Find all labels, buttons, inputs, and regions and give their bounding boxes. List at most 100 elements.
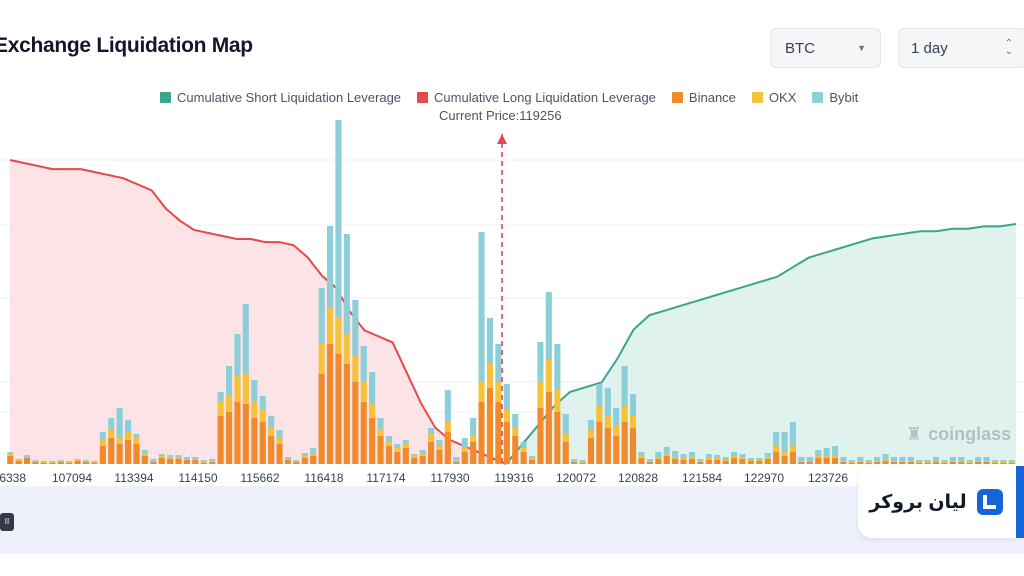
bar-binance: [82, 462, 89, 464]
bar-okx: [116, 438, 123, 444]
legend-item-long[interactable]: Cumulative Long Liquidation Leverage: [417, 90, 656, 105]
bar-binance: [991, 463, 998, 464]
bar-bybit: [453, 457, 460, 461]
bar-bybit: [192, 457, 199, 459]
bar-binance: [739, 459, 746, 464]
legend-item-binance[interactable]: Binance: [671, 90, 736, 105]
bar-binance: [789, 452, 796, 464]
zoom-handle[interactable]: II: [0, 513, 14, 531]
bar-binance: [192, 460, 199, 464]
bar-okx: [941, 462, 948, 463]
bar-bybit: [402, 440, 409, 444]
bar-okx: [916, 462, 923, 463]
bar-okx: [764, 457, 771, 459]
current-price-label: Current Price:119256: [439, 108, 562, 123]
bar-bybit: [781, 432, 788, 452]
bar-binance: [259, 422, 266, 464]
bar-binance: [596, 422, 603, 464]
bar-binance: [756, 461, 763, 464]
legend-label-binance: Binance: [688, 90, 736, 105]
bar-bybit: [604, 388, 611, 416]
bar-bybit: [773, 432, 780, 446]
bar-okx: [672, 457, 679, 459]
bar-binance: [486, 388, 493, 464]
bar-binance: [369, 418, 376, 464]
bar-bybit: [209, 459, 216, 461]
bar-okx: [428, 434, 435, 442]
bar-okx: [453, 461, 460, 462]
bar-bybit: [882, 454, 889, 460]
bar-binance: [773, 452, 780, 464]
bar-binance: [419, 456, 426, 464]
bar-binance: [284, 460, 291, 464]
legend-label-long: Cumulative Long Liquidation Leverage: [434, 90, 656, 105]
bar-okx: [167, 457, 174, 459]
long-liquidation-area: [10, 160, 506, 464]
bar-bybit: [150, 459, 157, 461]
bar-bybit: [486, 318, 493, 364]
bar-binance: [453, 462, 460, 464]
bar-okx: [74, 460, 81, 461]
bar-okx: [798, 461, 805, 462]
bar-binance: [764, 459, 771, 464]
bar-okx: [587, 430, 594, 438]
bar-binance: [705, 460, 712, 464]
bar-okx: [284, 459, 291, 460]
bar-binance: [587, 438, 594, 464]
bar-okx: [377, 430, 384, 436]
liquidation-chart[interactable]: 106338 107094 113394 114150 115662 116418 1171…: [0, 120, 1024, 490]
bar-binance: [470, 442, 477, 464]
bar-okx: [933, 461, 940, 462]
bar-binance: [857, 462, 864, 464]
bar-bybit: [545, 292, 552, 360]
bar-bybit: [310, 448, 317, 454]
bar-okx: [99, 440, 106, 446]
bar-bybit: [318, 288, 325, 344]
bar-bybit: [554, 344, 561, 390]
bar-okx: [1008, 462, 1015, 463]
zoom-scrollbar[interactable]: [0, 486, 1024, 554]
bar-okx: [731, 456, 738, 458]
bar-binance: [352, 382, 359, 464]
legend-label-okx: OKX: [768, 90, 797, 105]
bar-okx: [545, 360, 552, 392]
bar-okx: [183, 459, 190, 460]
bar-binance: [310, 456, 317, 464]
bar-bybit: [916, 460, 923, 462]
bar-okx: [579, 462, 586, 463]
bar-okx: [24, 457, 31, 458]
bar-okx: [958, 461, 965, 462]
period-select[interactable]: 1 day ⌃ ⌄: [898, 28, 1024, 68]
legend-item-bybit[interactable]: Bybit: [812, 90, 858, 105]
bar-bybit: [621, 366, 628, 406]
coin-select[interactable]: BTC ▼: [770, 28, 881, 68]
bar-binance: [874, 462, 881, 464]
legend-item-short[interactable]: Cumulative Short Liquidation Leverage: [160, 90, 401, 105]
bar-okx: [411, 456, 418, 458]
bar-okx: [360, 382, 367, 402]
bar-okx: [369, 404, 376, 418]
bar-okx: [436, 446, 443, 450]
bar-binance: [890, 462, 897, 464]
bar-binance: [747, 461, 754, 464]
bar-bybit: [377, 418, 384, 430]
x-tick-label: 115662: [240, 471, 279, 485]
legend-item-okx[interactable]: OKX: [751, 90, 797, 105]
bar-binance: [537, 408, 544, 464]
bar-binance: [697, 462, 704, 464]
chart-legend: Cumulative Short Liquidation Leverage Cu…: [160, 90, 858, 105]
bar-binance: [924, 463, 931, 464]
bar-bybit: [419, 450, 426, 454]
legend-swatch-short: [160, 92, 171, 103]
bar-binance: [958, 462, 965, 464]
bar-bybit: [663, 447, 670, 453]
bar-binance: [933, 462, 940, 464]
bar-bybit: [529, 456, 536, 458]
bar-binance: [57, 462, 64, 464]
bar-okx: [832, 456, 839, 458]
bar-okx: [781, 452, 788, 456]
bar-bybit: [714, 455, 721, 458]
bar-bybit: [259, 396, 266, 410]
bar-binance: [301, 458, 308, 464]
bar-okx: [705, 458, 712, 460]
